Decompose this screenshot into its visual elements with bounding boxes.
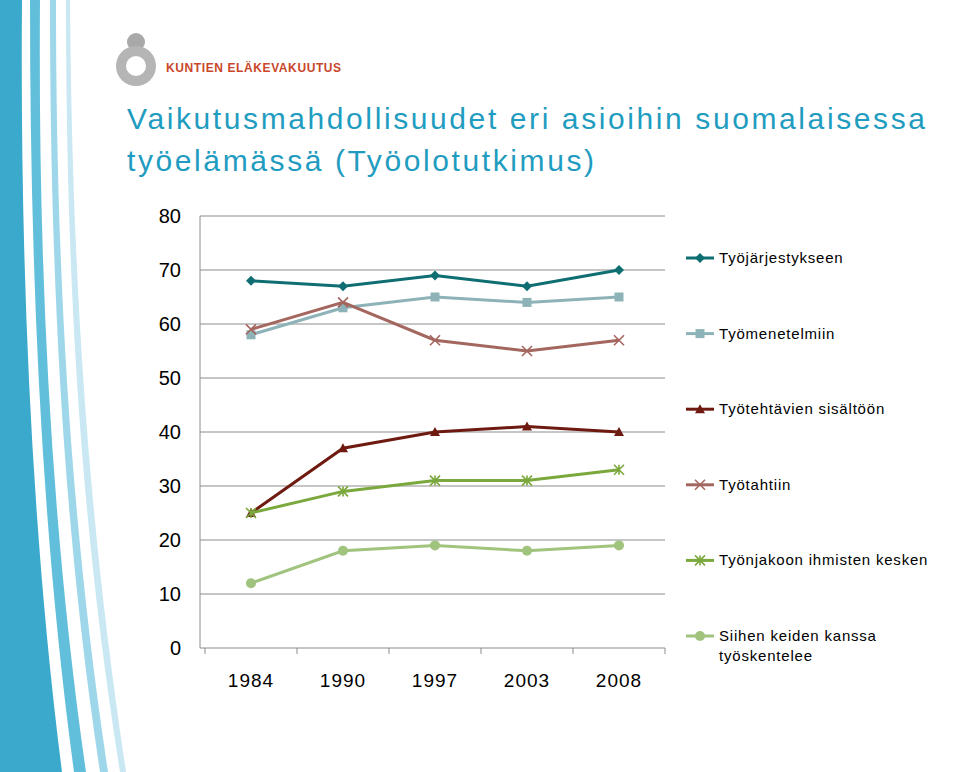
series-line [251,302,619,351]
y-tick-label: 30 [159,475,181,497]
marker [246,324,256,334]
legend-line: Siihen keiden kanssa [719,627,877,644]
axes: 0 10 20 30 40 50 60 70 80 1984 1990 1997 2003 2008 [159,205,665,691]
grid-line [200,594,665,595]
legend-label: Työtahtiin [719,476,791,493]
y-tick-label: 60 [159,313,181,335]
legend-label: Siihen keiden kanssa työskentelee [719,627,877,664]
series-line [251,545,619,583]
series-line [251,427,619,513]
x-tick-label: 2008 [596,670,642,691]
legend-item: Työjärjestykseen [686,249,844,266]
x-tick-label: 1990 [320,670,366,691]
marker [246,508,256,518]
grid-line [200,378,665,379]
stripe [66,0,126,772]
y-axis-line [200,216,201,648]
logo-ring [116,46,156,86]
grid-line [200,540,665,541]
marker [522,422,532,431]
grid [200,216,665,648]
logo-text: KUNTIEN ELÄKEVAKUUTUS [166,60,342,75]
marker [695,555,705,565]
x-tick-mark [481,648,482,654]
y-tick-label: 40 [159,421,181,443]
legend-line: Työtehtävien sisältöön [719,400,885,417]
marker [614,540,624,550]
plot-area [246,265,624,588]
marker [522,281,532,291]
legend-label: Työjärjestykseen [719,249,844,266]
y-tick-label: 20 [159,529,181,551]
y-tick-label: 70 [159,259,181,281]
marker [338,546,348,556]
grid-line [200,486,665,487]
x-tick-label: 2003 [504,670,550,691]
marker [614,265,624,275]
marker [696,329,705,338]
legend-line: työskentelee [719,647,813,664]
marker [246,578,256,588]
y-tick-label: 80 [159,205,181,227]
marker [522,476,532,486]
logo: KUNTIEN ELÄKEVAKUUTUS [116,33,342,86]
marker [522,546,532,556]
marker [430,335,440,345]
series-line [251,470,619,513]
x-tick-mark [573,648,574,654]
grid-line [200,648,665,649]
marker [695,404,705,413]
marker [430,476,440,486]
x-tick-label: 1984 [228,670,274,691]
x-tick-mark [297,648,298,654]
x-tick-mark [389,648,390,654]
marker [430,540,440,550]
legend-item: Työnjakoon ihmisten kesken [686,551,928,568]
marker [430,270,440,280]
marker [338,443,348,452]
marker [430,427,440,436]
marker [695,480,705,490]
legend-line: Työtahtiin [719,476,791,493]
marker [431,293,440,302]
marker [523,298,532,307]
legend-label: Työmenetelmiin [719,325,835,342]
legend: Työjärjestykseen Työmenetelmiin Työtehtävi… [686,249,928,664]
legend-item: Siihen keiden kanssa työskentelee [686,627,877,664]
legend-line: Työjärjestykseen [719,249,844,266]
legend-item: Työtahtiin [686,476,791,493]
legend-line: Työnjakoon ihmisten kesken [719,551,928,568]
marker [338,486,348,496]
x-tick-label: 1997 [412,670,458,691]
chart-canvas: KUNTIEN ELÄKEVAKUUTUS 0 10 20 30 40 50 60 70 80 19… [0,0,960,772]
legend-label: Työtehtävien sisältöön [719,400,885,417]
x-tick-mark [665,648,666,654]
y-tick-label: 50 [159,367,181,389]
series-line [251,297,619,335]
decoration [0,0,126,772]
marker [614,465,624,475]
series-line [251,270,619,286]
marker [614,427,624,436]
marker [522,346,532,356]
grid-line [200,216,665,217]
grid-line [200,270,665,271]
legend-item: Työtehtävien sisältöön [686,400,885,417]
y-tick-label: 10 [159,583,181,605]
legend-item: Työmenetelmiin [686,325,835,342]
marker [615,293,624,302]
marker [614,335,624,345]
marker [338,297,348,307]
marker [338,281,348,291]
legend-label: Työnjakoon ihmisten kesken [719,551,928,568]
y-tick-label: 0 [170,637,181,659]
chart-title: Vaikutusmahdollisuudet eri asioihin suom… [127,98,947,182]
legend-line: Työmenetelmiin [719,325,835,342]
marker [695,631,705,641]
marker [695,253,705,263]
marker [246,276,256,286]
x-tick-mark [205,648,206,654]
